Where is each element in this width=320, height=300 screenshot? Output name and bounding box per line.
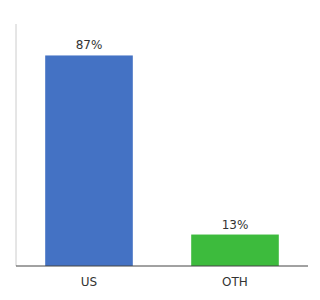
- data-label: 87%: [76, 38, 103, 52]
- x-axis-line: [16, 266, 308, 267]
- y-axis-line: [16, 24, 17, 266]
- chart-container: 87% US 13% OTH: [0, 0, 320, 300]
- data-label: 13%: [222, 218, 249, 232]
- x-tick-label: OTH: [222, 275, 248, 289]
- plot-area: [45, 55, 279, 266]
- bar: [45, 55, 133, 266]
- bar: [191, 235, 279, 266]
- x-tick-label: US: [81, 275, 97, 289]
- chart-svg: 87% US 13% OTH: [0, 0, 320, 300]
